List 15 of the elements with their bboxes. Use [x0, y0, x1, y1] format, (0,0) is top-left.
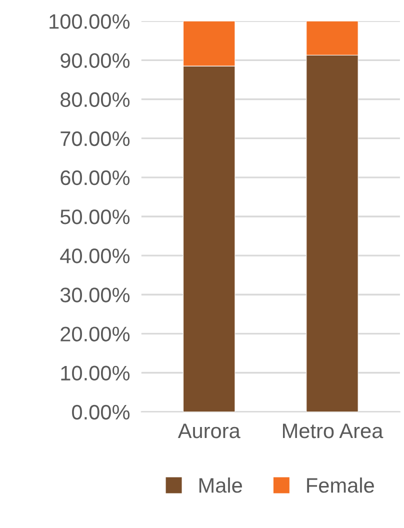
y-tick-label: 30.00% [60, 288, 130, 302]
y-tick-label: 60.00% [60, 170, 130, 186]
y-tick-label: 50.00% [60, 209, 130, 224]
y-tick-label: 20.00% [60, 326, 130, 342]
legend-label: Female [307, 477, 374, 493]
y-tick-label: 40.00% [60, 248, 130, 264]
y-tick-label: 100.00% [50, 14, 130, 29]
y-tick-label: 90.00% [60, 53, 130, 68]
y-tick-label: 80.00% [60, 92, 130, 108]
y-tick-label: 0.00% [72, 404, 130, 420]
legend-label: Male [199, 477, 242, 493]
x-tick-label: Aurora [178, 424, 240, 438]
x-tick-label: Metro Area [283, 424, 384, 438]
y-tick-label: 70.00% [60, 131, 130, 146]
y-tick-label: 10.00% [61, 366, 130, 381]
